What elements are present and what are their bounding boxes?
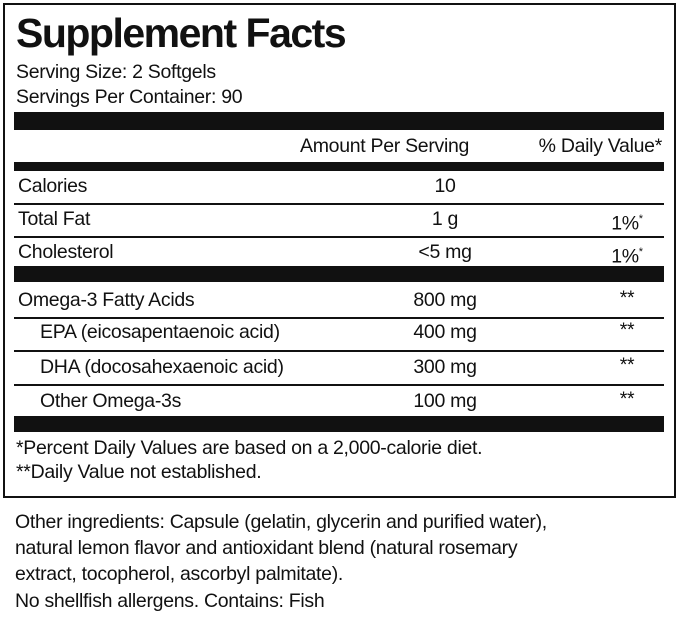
servings-per-container: Servings Per Container: 90: [16, 86, 243, 108]
other-ingredients: Other ingredients: Capsule (gelatin, gly…: [15, 511, 547, 533]
row-name: Calories: [18, 175, 88, 197]
footnote: **Daily Value not established.: [16, 461, 262, 483]
row-daily-value: **: [619, 319, 635, 341]
daily-value-mark: *: [638, 213, 643, 225]
row-amount: 800 mg: [413, 289, 477, 311]
row-name: Cholesterol: [18, 241, 114, 263]
divider-bar: [14, 112, 664, 130]
amount-header: Amount Per Serving: [300, 135, 470, 157]
row-line: [14, 236, 664, 238]
title: Supplement Facts: [16, 10, 347, 56]
daily-value: 1%: [611, 245, 639, 268]
daily-value-mark: *: [638, 246, 643, 258]
row-line: [14, 317, 664, 319]
daily-value: 1%: [611, 212, 639, 235]
row-daily-value: 1%*: [597, 241, 657, 268]
row-amount: <5 mg: [418, 241, 472, 263]
row-name: EPA (eicosapentaenoic acid): [40, 321, 280, 343]
row-amount: 1 g: [431, 208, 459, 230]
row-line: [14, 203, 664, 205]
row-daily-value: 1%*: [597, 208, 657, 235]
row-amount: 10: [434, 175, 456, 197]
row-daily-value: **: [619, 354, 635, 376]
serving-size: Serving Size: 2 Softgels: [16, 61, 216, 83]
row-name: Omega-3 Fatty Acids: [18, 289, 195, 311]
other-ingredients: extract, tocopherol, ascorbyl palmitate)…: [15, 563, 344, 585]
row-line: [14, 350, 664, 352]
row-name: DHA (docosahexaenoic acid): [40, 356, 284, 378]
row-amount: 400 mg: [413, 321, 477, 343]
other-ingredients: natural lemon flavor and antioxidant ble…: [15, 537, 518, 559]
row-name: Total Fat: [18, 208, 91, 230]
other-ingredients: No shellfish allergens. Contains: Fish: [15, 590, 325, 612]
divider-bar: [14, 162, 664, 171]
label-border: [3, 3, 676, 498]
row-name: Other Omega-3s: [40, 390, 182, 412]
row-daily-value: **: [619, 388, 635, 410]
daily-value-header: % Daily Value*: [538, 135, 663, 157]
divider-bar: [14, 416, 664, 432]
divider-bar: [14, 266, 664, 282]
footnote: *Percent Daily Values are based on a 2,0…: [16, 437, 483, 459]
row-daily-value: **: [619, 287, 635, 309]
row-line: [14, 384, 664, 386]
row-amount: 100 mg: [413, 390, 477, 412]
row-amount: 300 mg: [413, 356, 477, 378]
